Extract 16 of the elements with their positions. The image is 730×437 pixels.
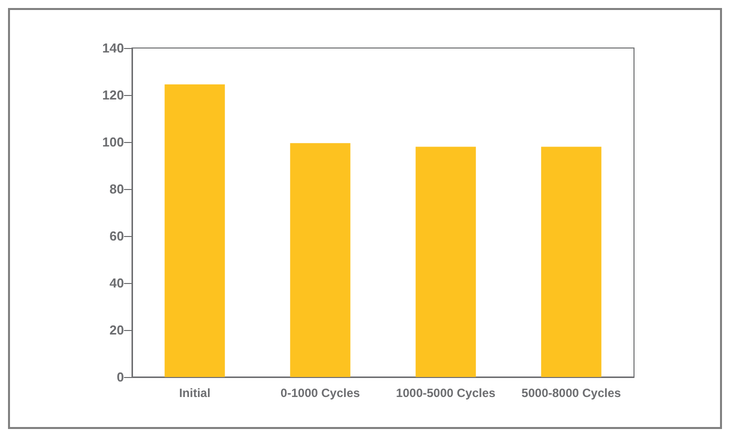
bar [164,84,225,377]
y-tick-label: 20 [110,322,124,338]
y-tick-label: 0 [116,370,124,384]
y-tick-label: 100 [102,134,124,150]
bar [290,143,350,377]
x-tick-label: 5000-8000 Cycles [522,386,622,400]
y-tick-label: 60 [110,228,124,244]
y-tick-label: 80 [110,182,124,196]
x-tick-label: 0-1000 Cycles [280,386,360,400]
x-tick-label: Initial [179,386,210,400]
bar [416,146,476,377]
bar [541,146,602,377]
x-tick-label: 1000-5000 Cycles [396,386,496,400]
y-tick-label: 40 [110,276,124,290]
y-tick-label: 140 [102,40,124,56]
y-tick-label: 120 [102,88,124,102]
